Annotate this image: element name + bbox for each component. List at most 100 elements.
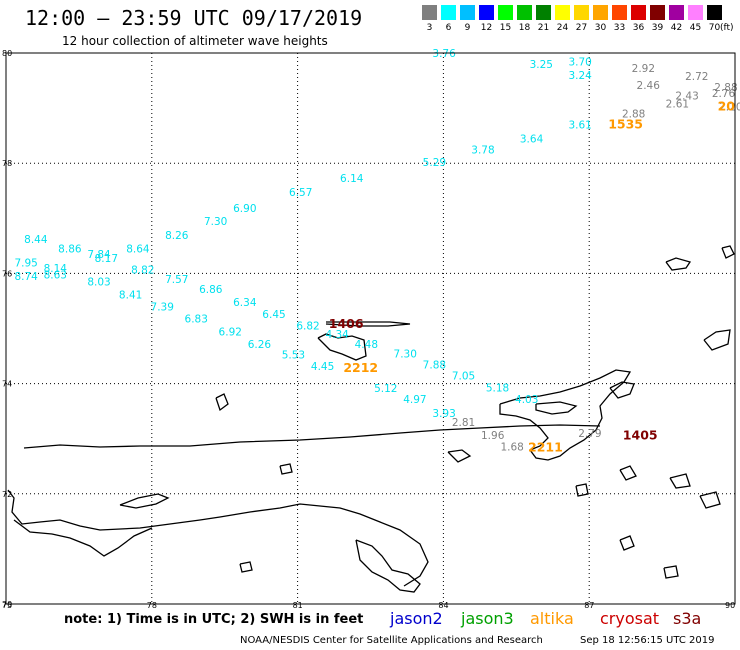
map-subtitle: 12 hour collection of altimeter wave hei… — [62, 34, 328, 48]
wave-height-value: 3.78 — [471, 144, 494, 156]
wave-height-value: 5.12 — [374, 383, 397, 395]
coastline-segment — [215, 393, 229, 412]
wave-height-value: 2.92 — [632, 63, 655, 75]
scale-label: 9 — [464, 23, 471, 33]
wave-height-value: 6.90 — [233, 203, 256, 215]
wave-height-value: 2.81 — [452, 417, 475, 429]
scale-swatch — [555, 5, 570, 20]
wave-height-value: 4.34 — [325, 329, 349, 341]
coastline-segment — [663, 565, 679, 579]
wave-height-value: 2.88 — [622, 109, 645, 121]
wave-height-value: 8.03 — [87, 277, 110, 289]
scale-swatch — [479, 5, 494, 20]
pass-time-label: 2212 — [343, 360, 378, 375]
scale-swatch — [688, 5, 703, 20]
wave-height-value: 7.39 — [151, 301, 174, 313]
wave-height-value: 2.72 — [685, 71, 708, 83]
lon-label: 84 — [438, 601, 448, 610]
wave-height-value: 2.88 — [714, 82, 737, 94]
scale-swatch — [612, 5, 627, 20]
coastline-segment — [703, 329, 731, 351]
wave-height-value: 4.03 — [515, 394, 538, 406]
pass-time-label: 1405 — [623, 427, 658, 442]
wave-height-value: 3.24 — [568, 70, 592, 82]
scale-swatch — [517, 5, 532, 20]
wave-height-value: 4.45 — [311, 361, 334, 373]
scale-label: 42 — [670, 23, 683, 33]
wave-height-value: 6.92 — [219, 326, 242, 338]
scale-label: 27 — [575, 23, 588, 33]
wave-height-value: 8.64 — [126, 244, 150, 256]
scale-label: 39 — [651, 23, 664, 33]
wave-height-value: 7.84 — [87, 249, 111, 261]
wave-height-value: 3.25 — [530, 59, 553, 71]
scale-swatch — [460, 5, 475, 20]
wave-height-value: 6.57 — [289, 187, 312, 199]
wave-height-value: 8.14 — [44, 263, 68, 275]
footer-note: note: 1) Time is in UTC; 2) SWH is in fe… — [64, 612, 364, 627]
map-title: 12:00 – 23:59 UTC 09/17/2019 — [25, 6, 363, 30]
wave-height-value: 3.64 — [520, 133, 544, 145]
wave-height-value: 6.45 — [262, 309, 285, 321]
scale-swatch — [498, 5, 513, 20]
pass-time-label: 1535 — [608, 117, 643, 132]
coastline-segment — [317, 333, 367, 361]
coastline-segment — [619, 465, 637, 481]
scale-label: 6 — [445, 23, 452, 33]
scale-label: 18 — [518, 23, 531, 33]
scale-swatch — [536, 5, 551, 20]
pass-time-label: 2211 — [528, 439, 563, 454]
scale-label: 36 — [632, 23, 645, 33]
wave-height-value: 8.82 — [131, 265, 154, 277]
coastline-segment — [669, 473, 691, 489]
wave-height-value: 7.30 — [204, 216, 227, 228]
coastline-segment — [575, 483, 589, 497]
wave-height-value: 7.95 — [14, 257, 37, 269]
wave-height-value: 6.82 — [296, 321, 319, 333]
scale-label: 15 — [499, 23, 512, 33]
wave-height-value: 6.14 — [340, 173, 364, 185]
lat-label: 72 — [2, 490, 12, 499]
scale-swatch — [707, 5, 722, 20]
coastline-segment — [535, 401, 578, 415]
wave-height-value: 4.97 — [403, 394, 426, 406]
scale-label: 33 — [613, 23, 626, 33]
scale-label: 21 — [537, 23, 550, 33]
lon-label: 78 — [147, 601, 157, 610]
wave-height-value: 7.57 — [165, 274, 188, 286]
legend-s3a: s3a — [673, 609, 702, 628]
wave-height-value: 1.68 — [500, 441, 523, 453]
coastline-segment — [239, 561, 253, 573]
wave-height-value: 8.86 — [58, 244, 82, 256]
coastline-segment — [23, 424, 601, 449]
lat-lon-grid — [6, 53, 735, 604]
wave-height-value: 2.46 — [637, 80, 661, 92]
coastline-segment — [119, 493, 170, 509]
coastline-segment — [619, 535, 635, 551]
wave-height-value: 1.96 — [481, 430, 505, 442]
wave-height-value: 7.30 — [394, 348, 417, 360]
wave-height-value: 8.17 — [95, 253, 118, 265]
coastline-segment — [609, 381, 635, 399]
scale-label: 3 — [426, 23, 433, 33]
wave-height-value: 3.76 — [432, 48, 456, 60]
scale-swatch — [422, 5, 437, 20]
lat-label: 74 — [2, 380, 12, 389]
lon-label: 90 — [725, 601, 735, 610]
wave-height-value: 3.61 — [568, 120, 591, 132]
pass-time-label: 1406 — [329, 316, 364, 331]
coastline-segment — [499, 369, 632, 461]
credit-text: NOAA/NESDIS Center for Satellite Applica… — [240, 635, 543, 646]
pass-time-label: 20 — [718, 98, 736, 113]
lon-label: 87 — [584, 601, 594, 610]
lat-label: 78 — [2, 159, 12, 168]
wave-height-value: 4.48 — [355, 339, 378, 351]
wave-height-value: 8.41 — [119, 289, 142, 301]
legend-cryosat: cryosat — [600, 609, 660, 628]
wave-height-value: 6.83 — [185, 314, 208, 326]
coastline-segment — [355, 539, 421, 593]
coastline-segment — [665, 257, 692, 271]
wave-height-value: 8.44 — [24, 234, 48, 246]
lat-label: 76 — [2, 269, 12, 278]
